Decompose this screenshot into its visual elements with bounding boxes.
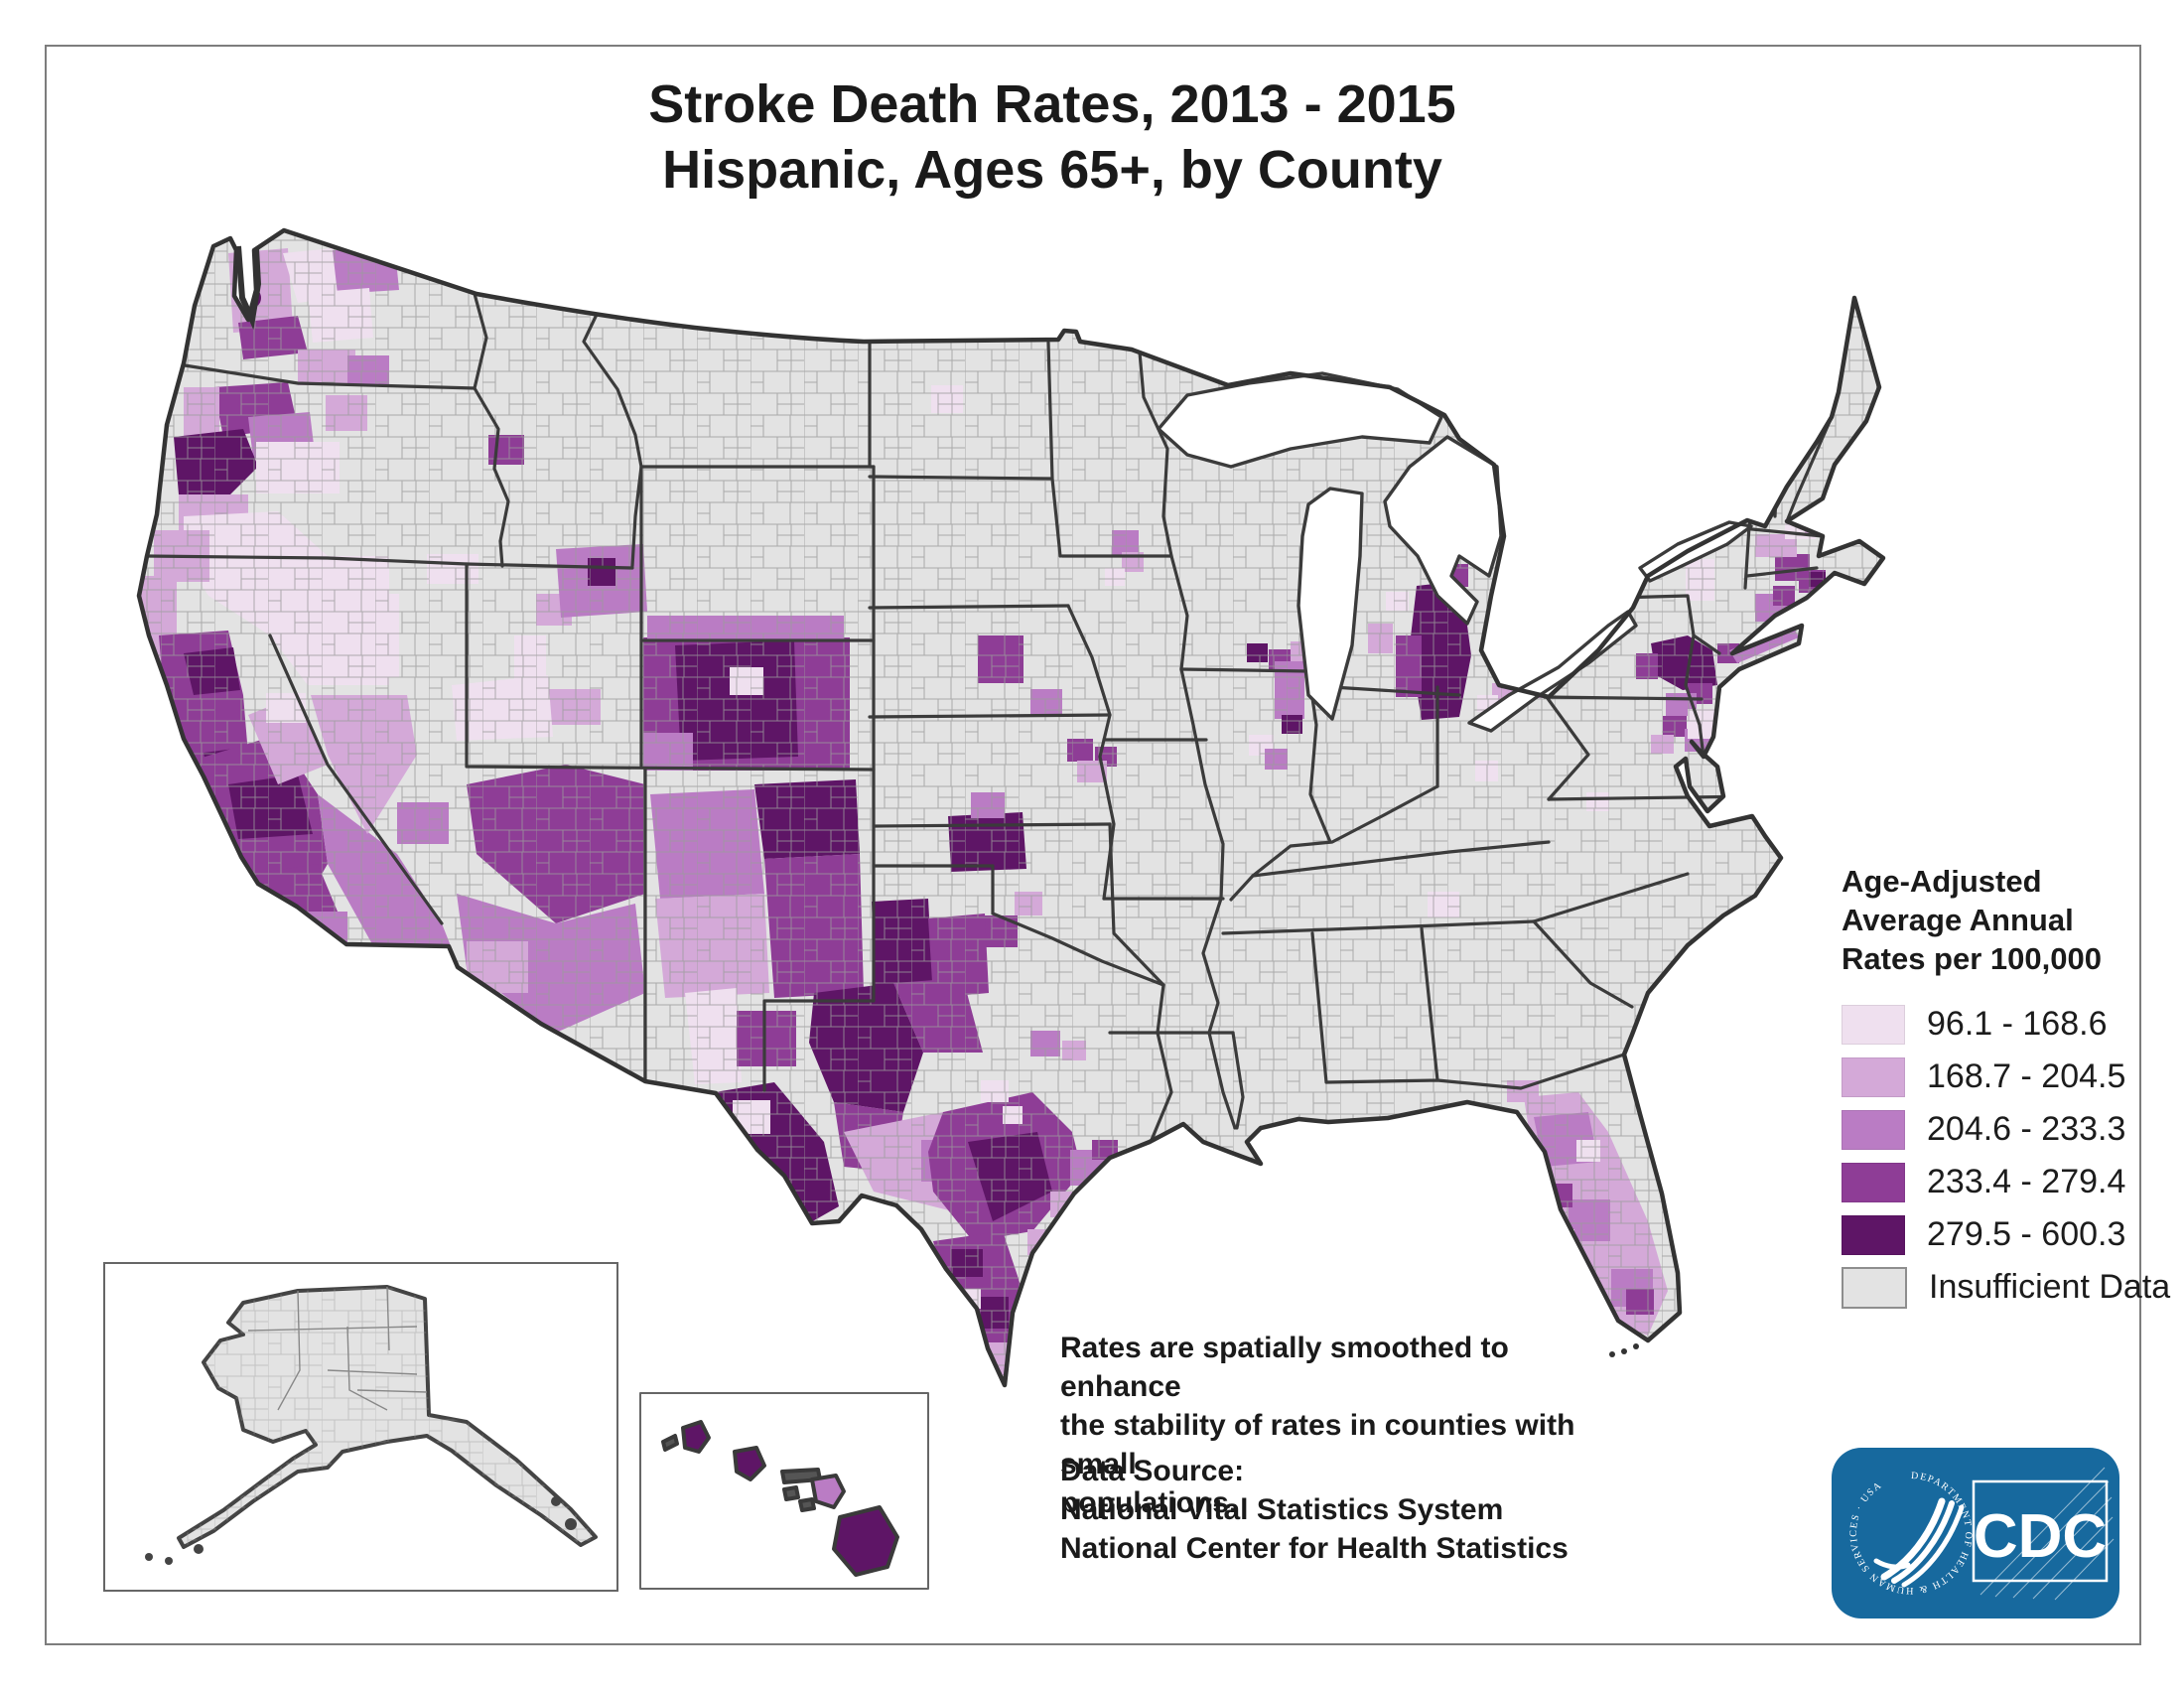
legend-label-class-4: 233.4 - 279.4 — [1927, 1163, 2126, 1200]
alaska-inset — [103, 1262, 618, 1592]
legend-items: 96.1 - 168.6 168.7 - 204.5 204.6 - 233.3… — [1842, 998, 2171, 1314]
hawaii-inset — [639, 1392, 929, 1590]
aleutian-islands — [145, 1496, 577, 1565]
hhs-eagle-icon — [1873, 1497, 1965, 1588]
state-borders — [145, 292, 1834, 1142]
title-line-1: Stroke Death Rates, 2013 - 2015 — [648, 74, 1456, 134]
map-legend: Age-Adjusted Average Annual Rates per 10… — [1842, 862, 2171, 1314]
cdc-logo: DEPARTMENT OF HEALTH & HUMAN SERVICES · … — [1832, 1448, 2119, 1618]
legend-label-class-1: 96.1 - 168.6 — [1927, 1005, 2108, 1043]
page-title: Stroke Death Rates, 2013 - 2015 Hispanic… — [159, 71, 1946, 203]
legend-row-class-5: 279.5 - 600.3 — [1842, 1208, 2169, 1261]
legend-label-insufficient: Insufficient Data — [1929, 1268, 2171, 1306]
legend-row-insufficient: Insufficient Data — [1842, 1261, 2171, 1314]
data-source-note: Data Source: National Vital Statistics S… — [1060, 1455, 1569, 1565]
legend-label-class-2: 168.7 - 204.5 — [1927, 1057, 2126, 1095]
cdc-wordmark: CDC — [1972, 1467, 2115, 1601]
legend-swatch-insufficient — [1842, 1266, 1907, 1309]
title-line-2: Hispanic, Ages 65+, by County — [662, 140, 1442, 200]
great-lakes — [1157, 371, 1753, 733]
legend-label-class-5: 279.5 - 600.3 — [1927, 1215, 2126, 1253]
legend-swatch-class-2 — [1842, 1056, 1905, 1097]
florida-keys — [1609, 1343, 1639, 1357]
legend-swatch-class-4 — [1842, 1162, 1905, 1202]
outer-frame — [45, 45, 2141, 1645]
puget-sound — [235, 245, 262, 331]
legend-swatch-class-3 — [1842, 1109, 1905, 1150]
legend-swatch-class-1 — [1842, 1004, 1905, 1045]
legend-row-class-3: 204.6 - 233.3 — [1842, 1103, 2169, 1156]
contiguous-us — [94, 164, 1891, 1405]
legend-row-class-4: 233.4 - 279.4 — [1842, 1156, 2169, 1208]
svg-text:CDC: CDC — [1974, 1502, 2107, 1571]
legend-row-class-2: 168.7 - 204.5 — [1842, 1051, 2169, 1103]
legend-row-class-1: 96.1 - 168.6 — [1842, 998, 2169, 1051]
legend-title: Age-Adjusted Average Annual Rates per 10… — [1842, 864, 2102, 976]
county-grid-texture — [139, 230, 1883, 1385]
smoothing-note: Rates are spatially smoothed to enhance … — [1060, 1332, 1575, 1519]
legend-label-class-3: 204.6 - 233.3 — [1927, 1110, 2126, 1148]
legend-swatch-class-5 — [1842, 1214, 1905, 1255]
alaska-boroughs — [247, 1287, 428, 1411]
